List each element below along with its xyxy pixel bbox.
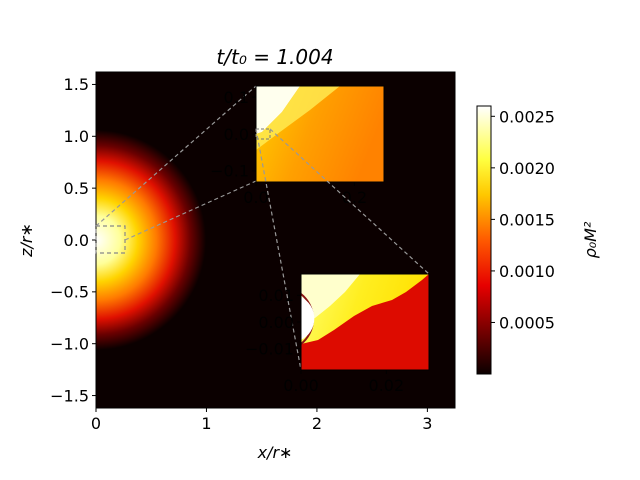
colorbar-tick-label: 0.0005 xyxy=(499,313,555,332)
main-y-tick-label: −1.5 xyxy=(50,386,89,405)
connector-line xyxy=(255,128,302,371)
connector-line xyxy=(124,180,257,241)
inset-2-x-tick-label: 0.00 xyxy=(283,376,319,395)
inset-1-x-tick-label: 0.2 xyxy=(342,188,367,207)
inset-1-yellow-region xyxy=(256,86,340,150)
inset-1-y-tick-label: 0.0 xyxy=(224,125,249,144)
main-y-tick-label: −0.5 xyxy=(50,283,89,302)
colorbar-tick-label: 0.0025 xyxy=(499,107,555,126)
chart-title: t/t₀ = 1.004 xyxy=(216,45,333,69)
main-x-tick-label: 2 xyxy=(312,414,322,433)
inset-2-core xyxy=(301,297,315,340)
inset-2-bright-region xyxy=(301,274,360,322)
inset-1: 0.0 0.2 −0.1 0.0 0.1 xyxy=(210,85,385,207)
inset-2-y-tick-label: 0.01 xyxy=(258,286,294,305)
connector-line xyxy=(269,128,430,275)
main-axis-ticks: 0 1 2 3 −1.5 −1.0 −0.5 0.0 0.5 1.0 1.5 xyxy=(50,75,432,433)
colorbar-tick-label: 0.0020 xyxy=(499,159,555,178)
main-x-tick-label: 0 xyxy=(91,414,101,433)
inset-1-zoom-box xyxy=(255,128,271,140)
main-y-tick-label: 1.5 xyxy=(64,75,89,94)
inset-2-y-tick-label: 0.00 xyxy=(258,313,294,332)
main-x-tick-label: 1 xyxy=(201,414,211,433)
main-y-tick-label: 1.0 xyxy=(64,127,89,146)
main-y-tick-label: 0.5 xyxy=(64,179,89,198)
colorbar-tick-label: 0.0015 xyxy=(499,210,555,229)
inset-1-y-tick-label: −0.1 xyxy=(210,162,249,181)
colorbar-tick-label: 0.0010 xyxy=(499,262,555,281)
y-axis-label: z/r∗ xyxy=(17,223,36,258)
colorbar-gradient xyxy=(476,105,492,375)
main-y-tick-label: 0.0 xyxy=(64,231,89,250)
inset-2: 0.00 0.02 −0.01 0.00 0.01 xyxy=(245,273,430,395)
inset-1-y-tick-label: 0.1 xyxy=(224,88,249,107)
x-axis-label: x/r∗ xyxy=(257,443,293,462)
inset-2-y-tick-label: −0.01 xyxy=(245,339,294,358)
connector-line xyxy=(95,85,257,227)
inset-1-bright-region xyxy=(256,86,300,134)
main-x-tick-label: 3 xyxy=(422,414,432,433)
inset-1-x-tick-label: 0.0 xyxy=(243,188,268,207)
colorbar: 0.0005 0.0010 0.0015 0.0020 0.0025 ρ₀M² xyxy=(476,105,600,375)
colorbar-label: ρ₀M² xyxy=(581,221,600,258)
colorbar-ticks: 0.0005 0.0010 0.0015 0.0020 0.0025 xyxy=(491,107,555,332)
main-y-tick-label: −1.0 xyxy=(50,334,89,353)
inset-2-ticks: 0.00 0.02 −0.01 0.00 0.01 xyxy=(245,286,404,395)
inset-1-ticks: 0.0 0.2 −0.1 0.0 0.1 xyxy=(210,88,367,207)
inset-2-x-tick-label: 0.02 xyxy=(369,376,405,395)
